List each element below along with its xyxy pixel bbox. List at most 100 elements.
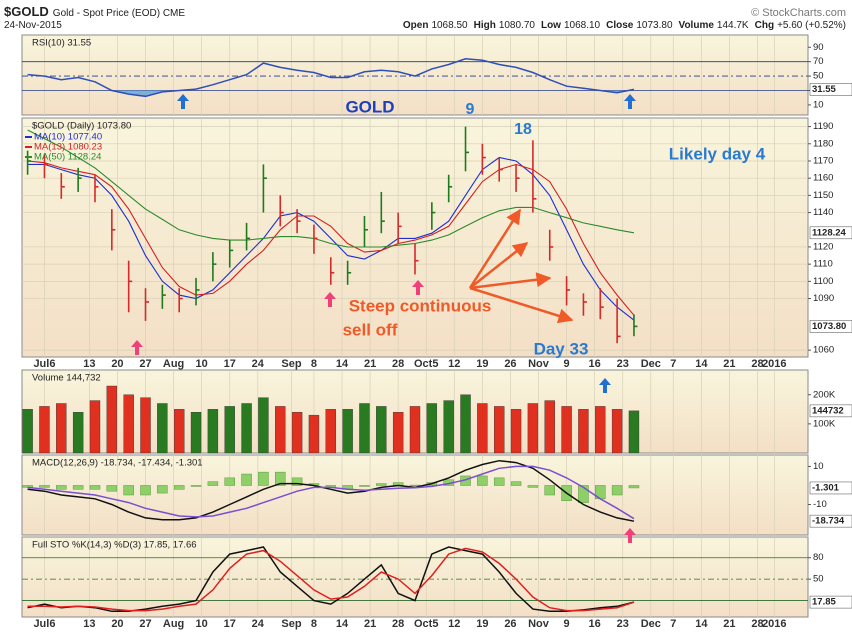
histogram-bar	[89, 485, 101, 490]
x-tick-label: Nov	[528, 358, 550, 370]
annotation: 9	[466, 101, 475, 118]
volume-bar	[426, 403, 438, 454]
x-tick-label: 24	[252, 618, 265, 630]
callout-arrows	[468, 208, 574, 324]
histogram-bar	[376, 483, 387, 486]
y-tick-label: 1100	[813, 276, 833, 287]
quote: Open 1068.50 High 1080.70 Low 1068.10 Close 107…	[397, 20, 846, 31]
x-tick-label: 16	[589, 358, 601, 370]
histogram-bar	[359, 485, 370, 487]
legend-entry: MA(10) 1077.40	[34, 132, 102, 143]
x-tick-label: 14	[695, 618, 708, 630]
x-tick-label: 20	[111, 358, 123, 370]
x-tick-label: Nov	[528, 618, 550, 630]
histogram-bar	[39, 485, 50, 488]
x-tick-label: 24	[252, 358, 265, 370]
x-tick-label: 2016	[762, 358, 786, 370]
last-value-label: 144732	[812, 405, 844, 416]
panels: 9070503010RSI(10) 31.5531.55119011801170…	[21, 34, 852, 630]
annotation: sell off	[343, 320, 398, 339]
y-tick-label: -10	[813, 499, 827, 510]
symbol: $GOLD	[4, 4, 49, 19]
volume-bar	[392, 412, 404, 454]
x-tick-label: 21	[364, 358, 376, 370]
volume-bar	[510, 409, 522, 454]
volume-bar	[561, 406, 572, 454]
x-tick-label: 10	[196, 618, 208, 630]
volume-bar	[241, 403, 252, 454]
last-value-box	[809, 404, 852, 418]
last-value-label: 17.85	[812, 597, 836, 608]
x-tick-label: 10	[196, 358, 208, 370]
x-tick-label: Jul6	[33, 618, 55, 630]
panel-title: RSI(10) 31.55	[32, 38, 91, 49]
histogram-bar	[628, 485, 640, 489]
y-tick-label: 1110	[813, 259, 833, 270]
quote-label: Volume	[678, 20, 714, 31]
x-tick-label: 26	[504, 618, 516, 630]
volume-bar	[527, 403, 539, 454]
histogram-bar	[157, 485, 168, 494]
last-value-box	[809, 481, 852, 495]
histogram-bar	[578, 485, 589, 503]
x-tick-label: 14	[336, 618, 349, 630]
panel-title: $GOLD (Daily) 1073.80	[32, 121, 131, 132]
y-tick-label: 1190	[813, 121, 833, 132]
legend-entry: MA(13) 1080.23	[34, 142, 102, 153]
histogram-bar	[224, 477, 235, 486]
histogram-bar	[123, 485, 134, 496]
x-tick-label: 23	[617, 358, 629, 370]
quote-label: Close	[606, 20, 634, 31]
y-tick-label: 1120	[813, 241, 833, 252]
volume-bar	[39, 406, 50, 454]
x-tick-label: 13	[83, 618, 95, 630]
x-tick-label: Oct5	[414, 358, 438, 370]
x-tick-label: 28	[751, 618, 763, 630]
volume-bar	[611, 409, 623, 454]
y-tick-label: 70	[813, 56, 824, 67]
series-line	[27, 58, 635, 98]
histogram-bar	[56, 485, 67, 490]
panel-background	[21, 117, 809, 358]
y-tick-label: 1140	[813, 207, 833, 218]
volume-bar	[325, 409, 336, 454]
volume-bar	[578, 409, 589, 454]
panel: 80 50 Full STO %K(14,3) %D(3) 17.85, 17.66…	[21, 536, 852, 630]
last-value-label: -1.301	[812, 482, 840, 493]
series-line	[27, 547, 635, 612]
x-tick-label: 21	[364, 618, 376, 630]
histogram-bar	[611, 485, 623, 496]
volume-bar	[22, 409, 33, 454]
quote-item: Close 1073.80	[606, 20, 672, 31]
x-tick-label: Jul6	[33, 358, 55, 370]
y-tick-label: 1150	[813, 190, 833, 201]
x-tick-label: 14	[336, 358, 349, 370]
y-tick-label: 1170	[813, 156, 833, 167]
quote-item: Open 1068.50	[403, 20, 468, 31]
credit: © StockCharts.com	[751, 7, 846, 19]
volume-bar	[207, 409, 219, 454]
y-tick-label: 1060	[813, 345, 834, 356]
x-tick-label: 12	[448, 358, 460, 370]
y-tick-label: 90	[813, 42, 824, 53]
y-tick-label: 50	[813, 71, 824, 82]
histogram-bar	[190, 485, 202, 487]
y-tick-label: 10	[813, 461, 824, 472]
volume-bar	[291, 412, 303, 454]
quote-bar: 24-Nov-2015 Open 1068.50 High 1080.70 Low 106…	[4, 20, 846, 31]
histogram-bar	[241, 473, 252, 486]
x-tick-label: 21	[723, 618, 735, 630]
volume-bar	[628, 410, 640, 454]
panel: 1190 1180 1170 1160 1150 1140 1120 1110 1100 1090…	[21, 117, 852, 370]
y-tick-label: 80	[813, 552, 824, 563]
quote-value: 1068.10	[563, 20, 601, 31]
volume-bar	[544, 400, 555, 454]
histogram-bar	[275, 471, 286, 486]
quote-label: Open	[402, 20, 429, 31]
panel-title: Volume 144,732	[32, 373, 101, 384]
last-value-label: -18.734	[812, 516, 845, 527]
histogram-bar	[72, 485, 84, 490]
legend-entry: MA(50) 1128.24	[34, 152, 101, 163]
x-tick-label: 26	[504, 358, 516, 370]
